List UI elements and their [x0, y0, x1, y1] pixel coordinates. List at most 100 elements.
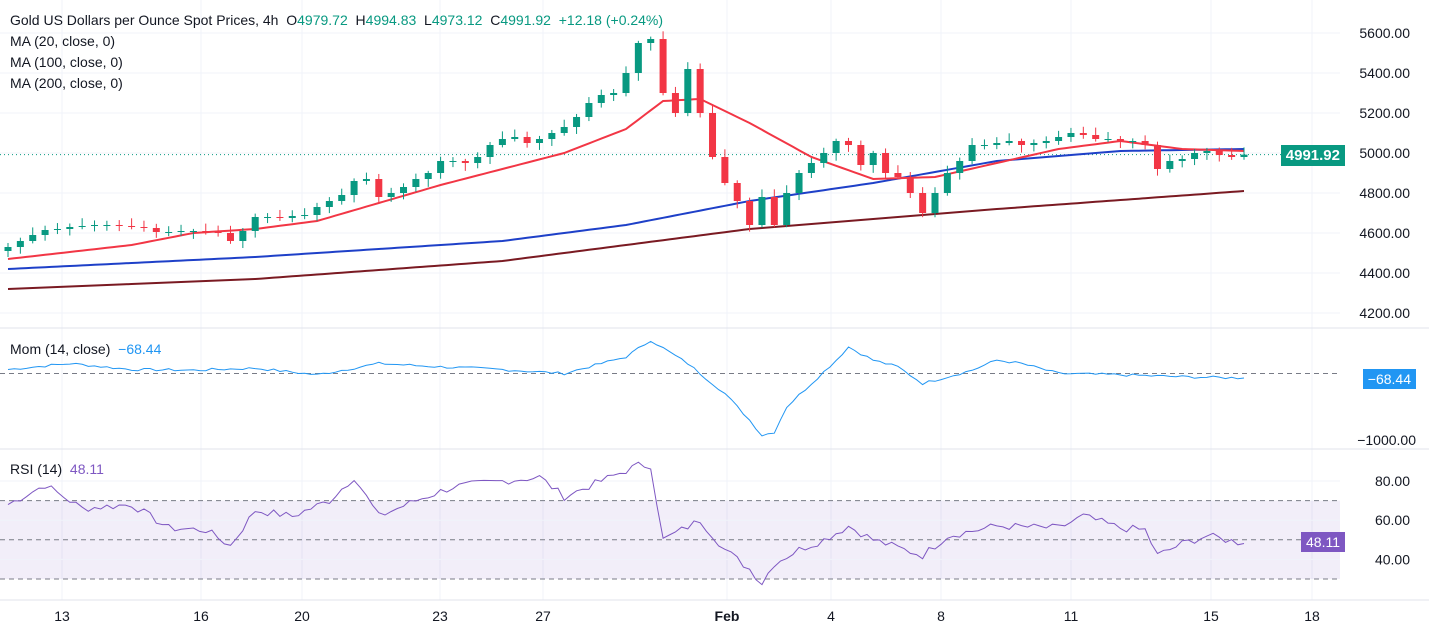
x-tick-label: 27: [535, 608, 551, 624]
candle-body: [1153, 145, 1161, 169]
candle-body: [474, 157, 482, 163]
candle-body: [486, 145, 494, 157]
candle-body: [78, 226, 86, 227]
candle-body: [684, 69, 692, 113]
price-tick-label: 5600.00: [1359, 25, 1410, 41]
price-tick-label: 4600.00: [1359, 225, 1410, 241]
candle-body: [882, 153, 890, 173]
ma20-line: [7, 97, 1245, 260]
candle-body: [165, 232, 173, 233]
candle-body: [202, 231, 210, 232]
candle-body: [66, 227, 74, 229]
candle-body: [511, 137, 519, 139]
candle-body: [16, 241, 24, 247]
mom-legend[interactable]: Mom (14, close) −68.44: [10, 341, 162, 357]
candle-body: [1129, 141, 1137, 142]
price-tick-label: 5200.00: [1359, 105, 1410, 121]
change-value: +12.18 (+0.24%): [558, 12, 664, 28]
candle-body: [91, 225, 99, 226]
x-tick-label: 15: [1203, 608, 1219, 624]
ma100-legend[interactable]: MA (100, close, 0): [10, 54, 123, 70]
rsi-tick-label: 60.00: [1375, 512, 1410, 528]
rsi-legend[interactable]: RSI (14) 48.11: [10, 461, 104, 477]
candle-body: [1203, 151, 1211, 153]
candle-body: [325, 201, 333, 207]
candle-body: [400, 187, 408, 193]
candle-body: [1079, 133, 1087, 135]
price-tick-label: 4200.00: [1359, 305, 1410, 321]
candle-body: [597, 95, 605, 103]
candle-body: [4, 247, 12, 251]
price-tick-label: 5000.00: [1359, 145, 1410, 161]
candle-body: [1055, 137, 1063, 141]
momentum-line: [7, 340, 1245, 437]
candle-body: [1116, 139, 1124, 141]
candle-body: [820, 153, 828, 163]
candle-body: [610, 93, 618, 95]
rsi-legend-value: 48.11: [69, 461, 104, 477]
candle-body: [239, 231, 247, 241]
candle-body: [857, 145, 865, 165]
candle-body: [189, 231, 197, 232]
candle-body: [226, 233, 234, 241]
candle-body: [1067, 133, 1075, 137]
candle-body: [894, 173, 902, 177]
symbol-title: Gold US Dollars per Ounce Spot Prices, 4…: [10, 12, 279, 28]
candle-body: [338, 195, 346, 201]
candle-body: [387, 193, 395, 197]
price-tick-label: 5400.00: [1359, 65, 1410, 81]
ma200-legend[interactable]: MA (200, close, 0): [10, 75, 123, 91]
candle-body: [362, 179, 370, 181]
candle-body: [1215, 151, 1223, 155]
candle-body: [758, 197, 766, 225]
high-value: 4994.83: [365, 12, 417, 28]
candle-body: [424, 173, 432, 179]
candle-body: [659, 39, 667, 93]
candle-body: [671, 93, 679, 113]
price-tick-label: 4800.00: [1359, 185, 1410, 201]
candle-body: [152, 228, 160, 232]
candle-body: [1018, 141, 1026, 145]
x-tick-label: 16: [193, 608, 209, 624]
mom-value-tag: −68.44: [1362, 369, 1416, 389]
candle-body: [647, 39, 655, 43]
candle-body: [41, 230, 49, 235]
candle-body: [832, 141, 840, 153]
candle-body: [276, 217, 284, 218]
candle-body: [375, 179, 383, 197]
last-price-tag: 4991.92: [1280, 145, 1345, 166]
candle-body: [622, 73, 630, 93]
candle-body: [770, 197, 778, 225]
candle-body: [498, 139, 506, 145]
candle-body: [140, 227, 148, 228]
candle-body: [844, 141, 852, 145]
candle-body: [709, 113, 717, 157]
ma20-legend[interactable]: MA (20, close, 0): [10, 33, 116, 49]
candle-body: [1228, 155, 1236, 157]
candle-body: [1092, 135, 1100, 139]
candle-body: [313, 207, 321, 215]
candle-body: [214, 232, 222, 233]
rsi-tick-label: 80.00: [1375, 473, 1410, 489]
candle-body: [919, 193, 927, 213]
candle-body: [573, 117, 581, 127]
candle-body: [795, 173, 803, 193]
candle-body: [437, 161, 445, 173]
mom-legend-value: −68.44: [118, 341, 162, 357]
candle-body: [103, 225, 111, 226]
x-tick-label: 13: [54, 608, 70, 624]
rsi-value-tag: 48.11: [1301, 532, 1345, 552]
rsi-line: [7, 461, 1245, 586]
x-tick-label: 4: [827, 608, 835, 624]
candle-body: [523, 137, 531, 143]
candle-body: [264, 217, 272, 218]
candle-body: [956, 161, 964, 173]
candle-body: [993, 143, 1001, 145]
candle-body: [696, 69, 704, 113]
candle-body: [869, 153, 877, 165]
candle-body: [53, 229, 61, 230]
candle-body: [288, 216, 296, 218]
candle-body: [1191, 153, 1199, 159]
